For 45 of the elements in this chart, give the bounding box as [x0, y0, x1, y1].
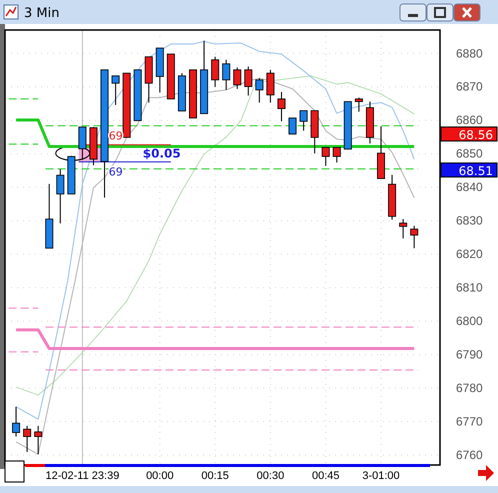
y-tick-label: 6830: [456, 214, 484, 228]
y-tick-label: 6820: [456, 247, 484, 262]
y-tick-label: 6770: [456, 414, 484, 428]
chart-title: 3 Min: [24, 6, 60, 21]
candlestick: [12, 406, 20, 438]
y-tick-label: 6800: [456, 314, 484, 328]
candlestick: [211, 56, 220, 88]
candlestick: [266, 69, 274, 104]
candlestick: [354, 97, 363, 112]
candlestick: [300, 110, 308, 132]
y-tick-label: 6880: [456, 46, 484, 60]
x-tick-label: 00:15: [201, 470, 229, 482]
candlestick: [255, 78, 264, 104]
text: 68.51: [458, 164, 493, 178]
annotation: $0.05: [142, 146, 181, 161]
candlestick: [78, 126, 86, 160]
y-tick-label: 6790: [456, 347, 484, 362]
candlestick: [288, 118, 297, 134]
candlestick: [277, 91, 286, 122]
text: 68.56: [458, 128, 493, 142]
candlestick: [332, 146, 341, 164]
x-tick-label: 3-01:00: [362, 470, 400, 482]
y-tick-label: 6780: [456, 380, 484, 395]
y-tick-label: 6860: [456, 113, 484, 128]
y-tick-label: 6760: [456, 448, 484, 462]
y-tick-label: 6850: [456, 146, 484, 161]
candlestick: [112, 75, 120, 106]
x-tick-label: 00:45: [312, 470, 340, 482]
x-tick-label: 12-02-11 23:39: [46, 470, 120, 482]
candlestick: [244, 66, 252, 96]
annotation: 69: [108, 130, 123, 143]
x-tick-label: 00:30: [256, 470, 284, 482]
candlestick: [399, 218, 408, 239]
y-tick-label: 6870: [456, 80, 484, 94]
annotation: 69: [108, 166, 123, 179]
y-tick-label: 6840: [456, 180, 484, 194]
candlestick: [56, 168, 64, 224]
candlestick: [410, 225, 418, 249]
candlestick: [222, 59, 230, 90]
candlestick: [34, 425, 42, 455]
y-tick-label: 6810: [456, 280, 484, 294]
candlestick: [23, 425, 32, 452]
candlestick: [233, 66, 242, 90]
x-tick-label: 00:00: [146, 470, 174, 482]
candlestick: [322, 146, 330, 166]
